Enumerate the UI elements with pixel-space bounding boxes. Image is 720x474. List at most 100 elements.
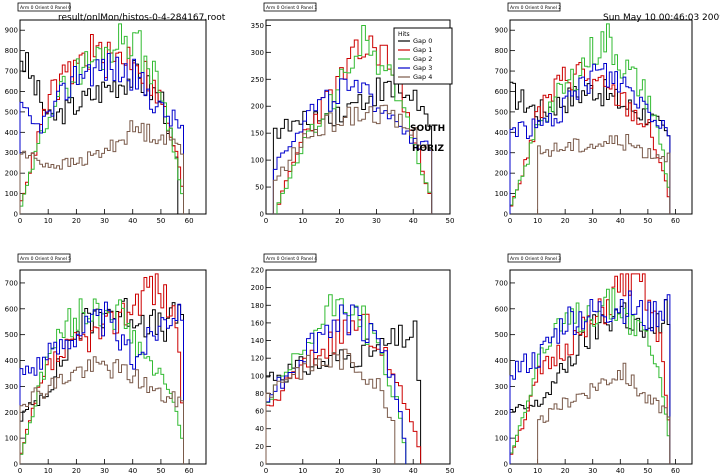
x-tick-label: 0 (508, 217, 512, 225)
x-tick-label: 40 (128, 217, 137, 225)
y-tick-label: 700 (495, 68, 508, 76)
x-tick-label: 20 (335, 467, 344, 474)
y-tick-label: 180 (251, 302, 264, 310)
y-tick-label: 400 (495, 129, 508, 137)
y-tick-label: 120 (251, 355, 264, 363)
y-tick-label: 150 (251, 130, 264, 138)
y-tick-label: 0 (260, 461, 264, 469)
x-tick-label: 20 (561, 217, 570, 225)
y-tick-label: 200 (5, 170, 18, 178)
x-tick-label: 0 (18, 467, 22, 474)
panel-title-box (507, 253, 561, 263)
y-tick-label: 800 (5, 47, 18, 55)
x-tick-label: 10 (533, 217, 542, 225)
panel-title: Arm 0 Orient 0 Panel 1 (266, 5, 317, 11)
series-gap-4 (265, 348, 396, 464)
y-tick-label: 60 (255, 408, 264, 416)
panel-4: Arm 0 Orient 0 Panel 50 10 20 30 40 50 6001002… (5, 253, 207, 474)
legend-entry: Gap 3 (413, 64, 432, 72)
timestamp-label: Sun May 10 00:46:03 2009 (603, 13, 720, 23)
y-tick-label: 20 (255, 443, 264, 451)
y-tick-label: 800 (495, 47, 508, 55)
x-tick-label: 20 (72, 217, 81, 225)
series-gap-1 (509, 273, 671, 464)
x-tick-label: 50 (643, 467, 652, 474)
series-gap-0 (19, 52, 179, 214)
series-gap-3 (509, 63, 671, 214)
y-tick-label: 600 (495, 88, 508, 96)
y-tick-label: 900 (495, 27, 508, 35)
panel-title-box (263, 2, 317, 12)
series-gap-0 (272, 77, 433, 214)
legend-entry: Gap 1 (413, 46, 432, 54)
series-gap-3 (272, 78, 433, 214)
y-tick-label: 0 (260, 211, 264, 219)
panel-title-box (263, 253, 317, 263)
legend-entry: Gap 4 (413, 73, 432, 81)
panel-title: Arm 0 Orient 0 Panel 5 (20, 256, 71, 262)
y-tick-label: 100 (251, 372, 264, 380)
y-tick-label: 900 (5, 27, 18, 35)
y-tick-label: 200 (495, 170, 508, 178)
panel-3: Arm 0 Orient 0 Panel 20 10 20 30 40 50 6001002… (495, 2, 693, 225)
panel-6: Arm 0 Orient 0 Panel 30 10 20 30 40 50 6001002… (495, 253, 693, 474)
series-gap-1 (19, 273, 184, 464)
series-gap-2 (276, 25, 433, 214)
x-tick-label: 50 (446, 467, 455, 474)
x-tick-label: 30 (372, 217, 381, 225)
panel-title-box (507, 2, 561, 12)
x-tick-label: 30 (588, 467, 597, 474)
x-tick-label: 60 (185, 467, 194, 474)
x-tick-label: 0 (264, 217, 268, 225)
x-tick-label: 30 (588, 217, 597, 225)
y-tick-label: 100 (495, 435, 508, 443)
panel-title: Arm 0 Orient 0 Panel 0 (20, 5, 71, 11)
y-tick-label: 160 (251, 319, 264, 327)
series-gap-0 (509, 299, 671, 464)
panel-title: Arm 0 Orient 0 Panel 2 (510, 5, 561, 11)
x-tick-label: 30 (100, 217, 109, 225)
x-tick-label: 10 (44, 467, 53, 474)
y-tick-label: 250 (251, 76, 264, 84)
panel-5: Arm 0 Orient 0 Panel 4 0 10 20 30 40 50 0 20 40 60… (251, 253, 455, 474)
x-tick-label: 40 (409, 217, 418, 225)
y-tick-label: 500 (5, 108, 18, 116)
y-tick-label: 350 (251, 22, 264, 30)
x-tick-label: 10 (298, 217, 307, 225)
y-tick-label: 600 (495, 305, 508, 313)
panel-title: Arm 0 Orient 0 Panel 4 (266, 256, 317, 262)
panel-2: Arm 0 Orient 0 Panel 1 0 10 20 30 40 50 0 50 100 1… (251, 2, 454, 225)
y-tick-label: 0 (504, 461, 508, 469)
x-tick-label: 0 (508, 467, 512, 474)
plot-frame (265, 19, 451, 215)
series-gap-1 (265, 313, 422, 464)
x-tick-label: 40 (616, 467, 625, 474)
panel-1: Arm 0 Orient 0 Panel 00 10 20 30 40 50 6001002… (5, 2, 207, 225)
y-tick-label: 200 (495, 409, 508, 417)
y-tick-label: 700 (495, 279, 508, 287)
x-tick-label: 60 (185, 217, 194, 225)
series-gap-3 (19, 301, 184, 464)
legend-box (393, 27, 453, 85)
y-tick-label: 200 (5, 409, 18, 417)
series-gap-2 (265, 294, 407, 464)
y-tick-label: 200 (251, 103, 264, 111)
y-tick-label: 300 (5, 149, 18, 157)
y-tick-label: 500 (5, 331, 18, 339)
y-tick-label: 0 (14, 461, 18, 469)
series-gap-4 (19, 356, 184, 464)
plot-frame (19, 269, 207, 465)
y-tick-label: 400 (5, 129, 18, 137)
x-tick-label: 40 (128, 467, 137, 474)
series-gap-4 (537, 134, 671, 214)
y-tick-label: 300 (5, 383, 18, 391)
series-gap-3 (265, 304, 407, 464)
series-gap-3 (509, 290, 671, 464)
y-tick-label: 0 (504, 211, 508, 219)
y-tick-label: 300 (495, 149, 508, 157)
x-tick-label: 30 (372, 467, 381, 474)
orientation-label: HORIZ (412, 144, 444, 154)
y-tick-label: 600 (5, 88, 18, 96)
x-tick-label: 20 (72, 467, 81, 474)
